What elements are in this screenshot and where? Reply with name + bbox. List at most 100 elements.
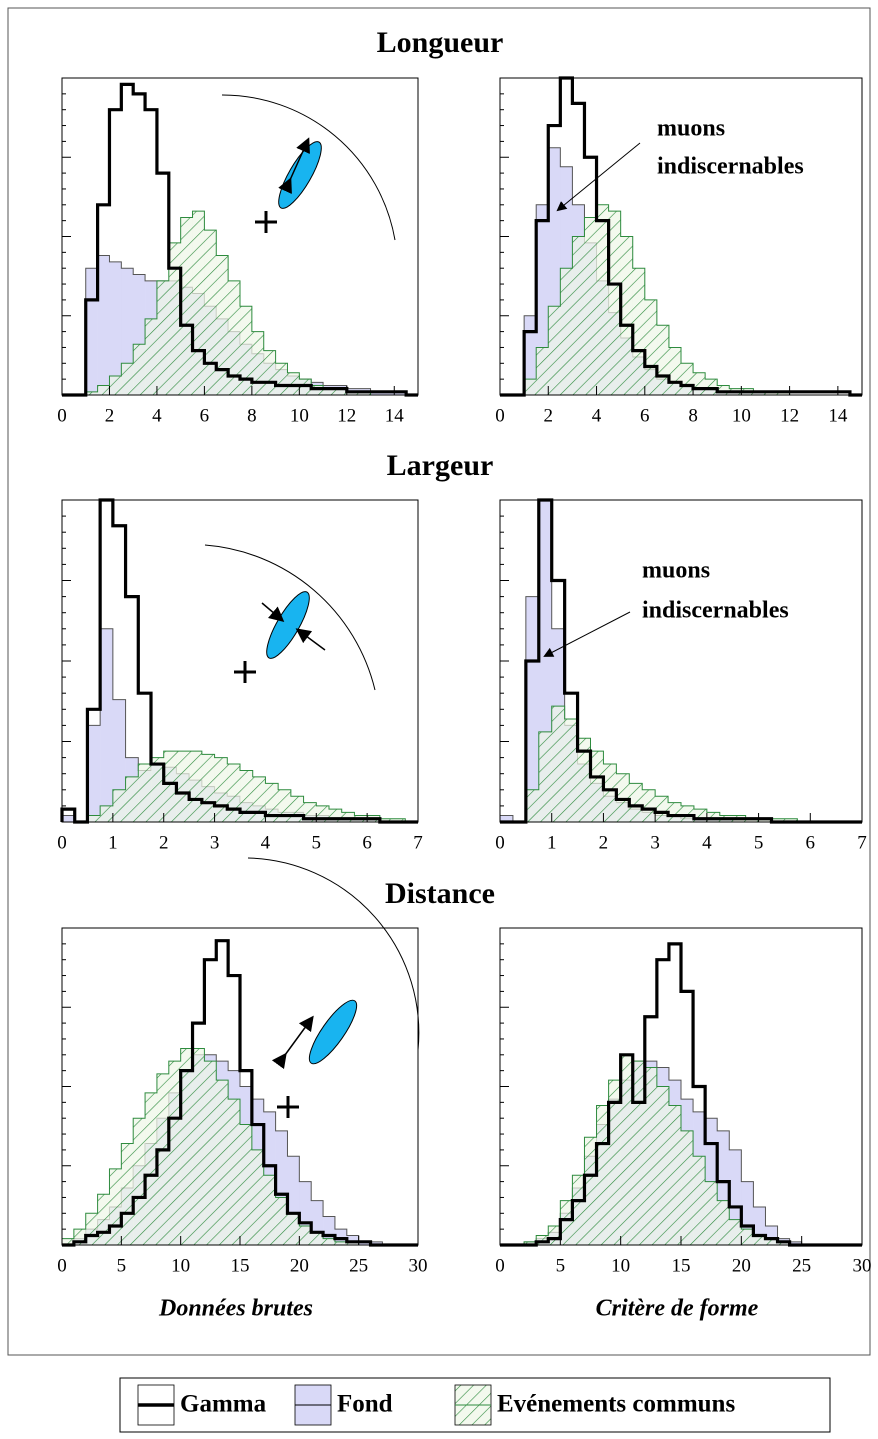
histogram-bar: [169, 1118, 181, 1245]
histogram-bar: [548, 306, 561, 395]
histogram-bar: [642, 809, 655, 822]
histogram-bar: [240, 306, 253, 395]
histogram-bar: [584, 1175, 596, 1245]
histogram-bar: [109, 375, 122, 395]
histogram-bar: [151, 757, 165, 822]
histogram-bar: [758, 818, 772, 822]
histogram-bar: [565, 693, 578, 822]
histogram-bar: [705, 1181, 718, 1245]
x-axis-label: Critère de forme: [596, 1296, 759, 1322]
histogram-bar: [216, 1080, 229, 1245]
histogram-bar: [591, 777, 604, 822]
histogram-bar: [633, 1102, 645, 1245]
x-tick-label: 14: [828, 405, 848, 426]
histogram-bar: [62, 815, 76, 822]
histogram-bar: [753, 1235, 766, 1245]
histogram-bar: [112, 789, 126, 822]
x-tick-label: 2: [599, 832, 609, 853]
histogram-bar: [240, 770, 254, 822]
histogram-bar: [176, 751, 190, 822]
histogram-bar: [204, 1061, 217, 1245]
histogram-bar: [133, 1197, 145, 1245]
x-tick-label: 0: [495, 1255, 505, 1276]
histogram-bar: [657, 960, 669, 1245]
x-tick-label: 30: [853, 1255, 872, 1276]
histogram-bar: [109, 261, 122, 395]
annotation: indiscernables: [642, 598, 789, 624]
histogram-bar: [251, 331, 265, 395]
x-tick-label: 6: [200, 405, 210, 426]
histogram-bar: [323, 388, 336, 395]
histogram-bar: [572, 1175, 585, 1245]
histogram-bar: [216, 255, 229, 395]
histogram-bar: [265, 783, 279, 822]
histogram-bar: [87, 815, 101, 822]
histogram-bar: [202, 803, 215, 822]
histogram-bar: [215, 806, 228, 822]
histogram-bar: [608, 211, 621, 395]
histogram-bar: [632, 1061, 646, 1245]
histogram-bar: [98, 205, 110, 395]
histogram-bar: [590, 751, 604, 822]
x-tick-label: 3: [210, 832, 220, 853]
histogram-bar: [334, 388, 348, 395]
histogram-bar: [216, 941, 228, 1245]
x-tick-label: 10: [732, 405, 751, 426]
histogram-bar: [334, 1241, 348, 1245]
x-tick-label: 8: [247, 405, 257, 426]
histogram-outline: [500, 76, 862, 397]
histogram-bar: [584, 217, 597, 395]
x-tick-label: 7: [413, 832, 423, 853]
histogram-bar: [121, 84, 133, 395]
histogram-bar: [526, 661, 539, 822]
x-tick-label: 30: [409, 1255, 428, 1276]
histogram-bar: [539, 500, 552, 822]
x-tick-label: 5: [556, 1255, 566, 1276]
histogram-bar: [668, 802, 682, 822]
decorations: [204, 94, 641, 1118]
histogram-bar: [536, 347, 549, 395]
histogram-bar: [180, 1048, 193, 1245]
histogram-bar: [201, 754, 215, 822]
section-title: Distance: [385, 877, 495, 910]
histogram-bar: [180, 217, 193, 395]
x-tick-label: 0: [57, 832, 67, 853]
histogram-bar: [609, 1102, 621, 1245]
histogram-bar: [275, 1197, 288, 1245]
histogram-bar: [644, 1067, 658, 1245]
histogram-bar: [578, 751, 591, 822]
x-tick-label: 7: [857, 832, 867, 853]
x-tick-label: 1: [547, 832, 557, 853]
histogram-bar: [311, 1232, 324, 1245]
histogram-bar: [240, 1124, 253, 1245]
histogram-bar: [524, 315, 537, 395]
histogram-bar: [189, 751, 203, 822]
histogram-bar: [608, 1080, 621, 1245]
panel: [60, 498, 419, 824]
histogram-bar: [227, 809, 240, 822]
histogram-bar: [145, 1092, 158, 1245]
histogram-bar: [100, 805, 114, 822]
x-tick-label: 1: [108, 832, 118, 853]
histogram-bar: [121, 363, 134, 395]
histogram-bar: [252, 776, 266, 822]
x-tick-label: 12: [337, 405, 356, 426]
histogram-bar: [560, 1200, 573, 1245]
histogram-bar: [299, 1225, 312, 1245]
histogram-bar: [693, 1156, 706, 1245]
histogram-outline: [62, 939, 418, 1247]
x-tick-label: 20: [290, 1255, 309, 1276]
x-tick-label: 25: [792, 1255, 811, 1276]
histogram-bar: [62, 809, 75, 822]
histogram-bar: [163, 751, 177, 822]
histogram-bar: [596, 204, 609, 395]
histogram-bar: [572, 1201, 584, 1245]
histogram-bar: [656, 1086, 670, 1245]
histogram-bar: [584, 1137, 597, 1245]
histogram-bar: [121, 1143, 134, 1245]
panel: [499, 927, 863, 1247]
histogram-bar: [717, 1200, 730, 1245]
x-tick-label: 4: [152, 405, 162, 426]
x-tick-label: 0: [495, 832, 505, 853]
x-tick-label: 10: [611, 1255, 630, 1276]
